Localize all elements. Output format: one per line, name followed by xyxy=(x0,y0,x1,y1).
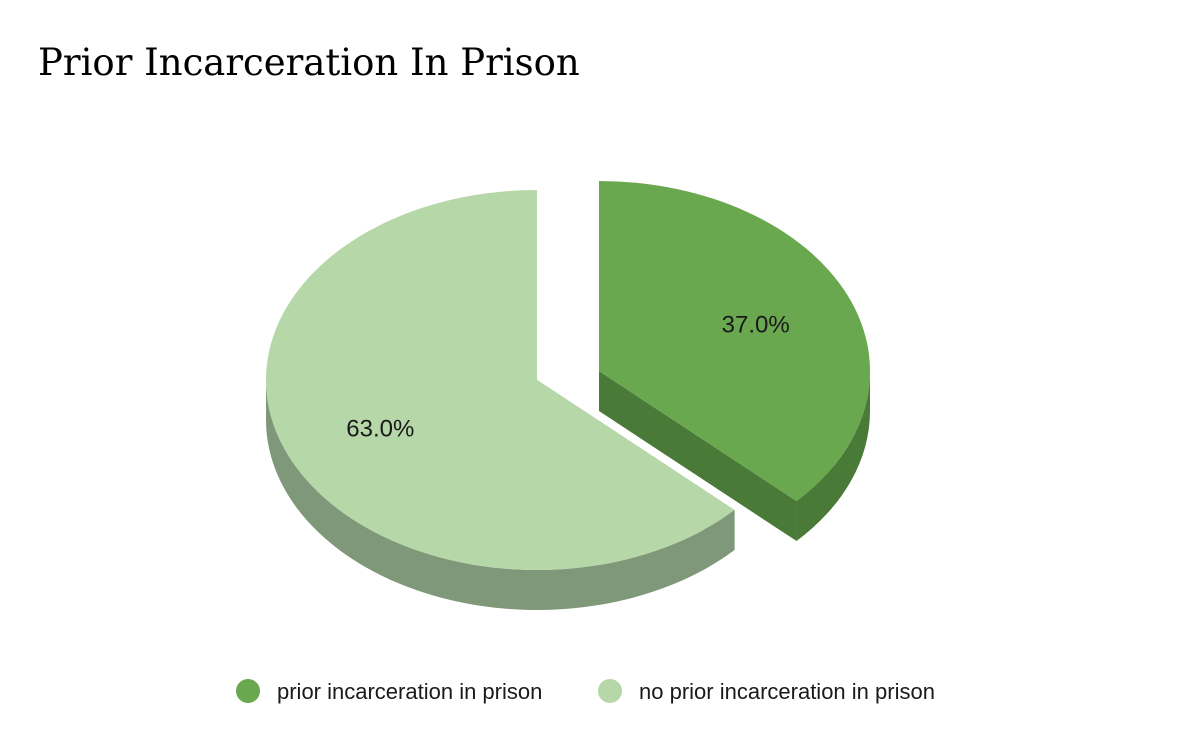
slice-label-no-prior: 63.0% xyxy=(346,416,414,443)
slice-outer-wall-prior xyxy=(796,371,870,542)
slice-wall-end-prior xyxy=(599,371,797,542)
legend-swatch-no-prior xyxy=(598,679,622,703)
pie-slices: 37.0% 63.0% xyxy=(265,181,870,610)
legend: prior incarceration in prison no prior i… xyxy=(236,679,935,704)
pie-slice-no-prior xyxy=(265,190,735,570)
slice-label-prior: 37.0% xyxy=(722,311,790,338)
pie-slice-prior xyxy=(599,181,870,502)
legend-swatch-prior xyxy=(236,679,260,703)
slice-outer-wall-no-prior xyxy=(266,380,735,610)
legend-label-prior: prior incarceration in prison xyxy=(277,679,542,704)
legend-label-no-prior: no prior incarceration in prison xyxy=(639,679,935,704)
chart-title: Prior Incarceration In Prison xyxy=(38,41,580,84)
